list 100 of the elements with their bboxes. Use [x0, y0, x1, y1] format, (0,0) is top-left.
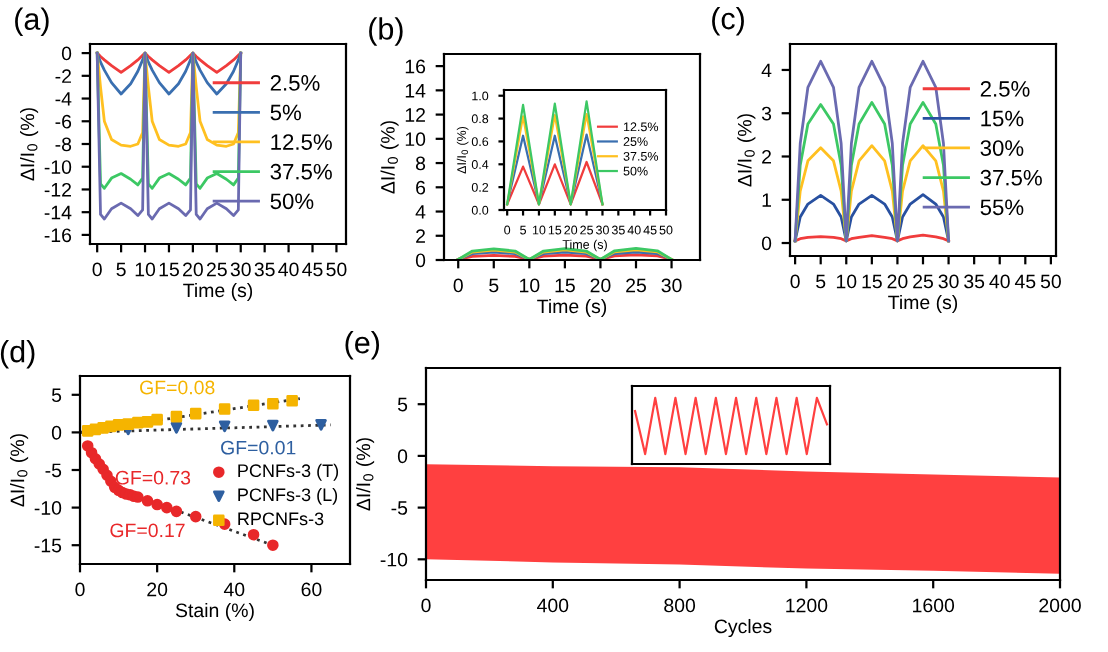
- annotation: GF=0.17: [110, 523, 185, 538]
- x-tick-label: 5: [816, 274, 826, 289]
- y-tick-label: 16: [405, 59, 426, 74]
- y-axis-title: ΔI/I$_{0}$ (%): [20, 108, 39, 181]
- y-tick-label: -4: [55, 92, 72, 106]
- x-tick-label: 5: [489, 278, 499, 293]
- x-tick-label: 50: [326, 262, 347, 277]
- x-tick-label: 0: [790, 274, 800, 289]
- x-tick-label: 400: [537, 598, 569, 613]
- y-tick-label: -10: [380, 552, 408, 567]
- chart-title: (d): [0, 340, 35, 369]
- y-tick-label: 12: [405, 108, 425, 122]
- chart-title: (a): [15, 7, 49, 36]
- y-tick-label: -10: [44, 160, 72, 174]
- x-tick-label: 20: [147, 582, 168, 597]
- x-tick-label: 25: [626, 278, 646, 293]
- y-axis-title: ΔI/I$_{0}$ (%): [737, 114, 756, 187]
- x-tick-label: 10: [520, 278, 540, 293]
- legend-label: 2.5%: [980, 81, 1030, 97]
- x-tick-label: 45: [1014, 274, 1036, 289]
- y-tick-label: 4: [415, 205, 426, 219]
- x-axis-title: Stain (%): [175, 602, 254, 622]
- y-tick-label: 3: [761, 106, 772, 121]
- legend-label: 55%: [980, 199, 1024, 216]
- y-tick-label: 14: [405, 84, 426, 98]
- x-tick-label: 5: [116, 262, 126, 277]
- y-tick-label: 0: [761, 236, 772, 251]
- x-tick-label: 40: [989, 274, 1010, 289]
- y-tick-label: -15: [34, 538, 62, 553]
- legend-label: 12.5%: [271, 134, 332, 150]
- x-tick-label: 30: [661, 278, 682, 293]
- y-tick-label: 2: [416, 229, 425, 243]
- x-tick-label: 15: [555, 278, 575, 293]
- y-tick-label: -5: [45, 463, 62, 478]
- y-tick-label: -12: [44, 182, 71, 197]
- x-tick-label: 25: [913, 274, 933, 289]
- y-tick-label: -6: [55, 114, 72, 129]
- x-tick-label: 20: [590, 278, 611, 293]
- legend-label: PCNFs-3 (L): [238, 487, 338, 505]
- x-tick-label: 15: [862, 274, 882, 289]
- y-tick-label: 0: [61, 46, 72, 61]
- x-tick-label: 25: [206, 262, 227, 277]
- legend-label: 50%: [270, 193, 314, 210]
- x-tick-label: 20: [887, 274, 908, 289]
- y-tick-label: -16: [44, 228, 72, 243]
- annotation: GF=0.73: [115, 470, 191, 485]
- legend-label: 15%: [981, 110, 1024, 127]
- x-tick-label: 30: [938, 274, 959, 289]
- chart-title: (b): [369, 17, 403, 46]
- x-tick-label: 40: [223, 582, 245, 597]
- legend-label: 37.5%: [270, 163, 332, 180]
- x-tick-label: 35: [964, 274, 985, 289]
- y-tick-label: -8: [55, 137, 72, 152]
- x-tick-label: 45: [302, 262, 323, 277]
- x-tick-label: 0: [92, 262, 102, 277]
- y-tick-label: 5: [397, 397, 408, 412]
- x-axis-title: Time (s): [537, 298, 607, 318]
- chart-title: (c): [712, 7, 744, 36]
- x-tick-label: 15: [159, 262, 179, 277]
- x-tick-label: 0: [453, 278, 463, 293]
- x-tick-label: 1200: [786, 598, 828, 613]
- y-tick-label: 10: [405, 132, 426, 147]
- x-axis-title: Time (s): [183, 282, 253, 302]
- annotation: GF=0.08: [140, 380, 215, 395]
- y-tick-label: 4: [761, 63, 772, 77]
- y-tick-label: 1: [762, 193, 771, 207]
- x-tick-label: 10: [135, 262, 156, 277]
- x-axis-title: Cycles: [714, 618, 772, 638]
- legend-label: 2.5%: [270, 75, 320, 91]
- legend-label: 30%: [980, 140, 1024, 156]
- x-tick-label: 10: [836, 274, 857, 289]
- x-axis-title: Time (s): [888, 294, 958, 314]
- x-tick-label: 30: [230, 262, 251, 277]
- x-tick-label: 60: [301, 582, 322, 597]
- y-tick-label: -14: [44, 205, 72, 220]
- legend-label: RPCNFs-3: [238, 512, 324, 526]
- y-tick-label: 2: [762, 149, 771, 164]
- x-tick-label: 50: [1040, 274, 1061, 289]
- x-tick-label: 35: [254, 262, 275, 277]
- legend-label: 5%: [270, 104, 301, 121]
- y-tick-label: 5: [51, 388, 62, 403]
- x-tick-label: 20: [183, 262, 203, 277]
- x-tick-label: 1600: [913, 598, 955, 613]
- x-tick-label: 40: [278, 262, 299, 277]
- y-axis-title: ΔI/I$_{0}$ (%): [356, 438, 375, 511]
- legend-label: 37.5%: [980, 169, 1042, 186]
- y-tick-label: -2: [55, 69, 71, 83]
- chart-title: (e): [345, 331, 380, 360]
- y-axis-title: ΔI/I$_{0}$ (%): [10, 434, 29, 507]
- y-tick-label: 8: [415, 156, 426, 171]
- x-tick-label: 2000: [1039, 598, 1081, 613]
- y-tick-label: -10: [34, 501, 62, 515]
- y-tick-label: 0: [51, 425, 62, 440]
- y-tick-label: 6: [416, 180, 426, 195]
- y-tick-label: 0: [397, 449, 408, 464]
- x-tick-label: 0: [75, 582, 85, 597]
- legend-label: PCNFs-3 (T): [238, 463, 339, 481]
- x-tick-label: 800: [664, 598, 696, 613]
- y-axis-title: ΔI/I$_{0}$ (%): [380, 121, 399, 194]
- annotation: GF=0.01: [221, 440, 296, 455]
